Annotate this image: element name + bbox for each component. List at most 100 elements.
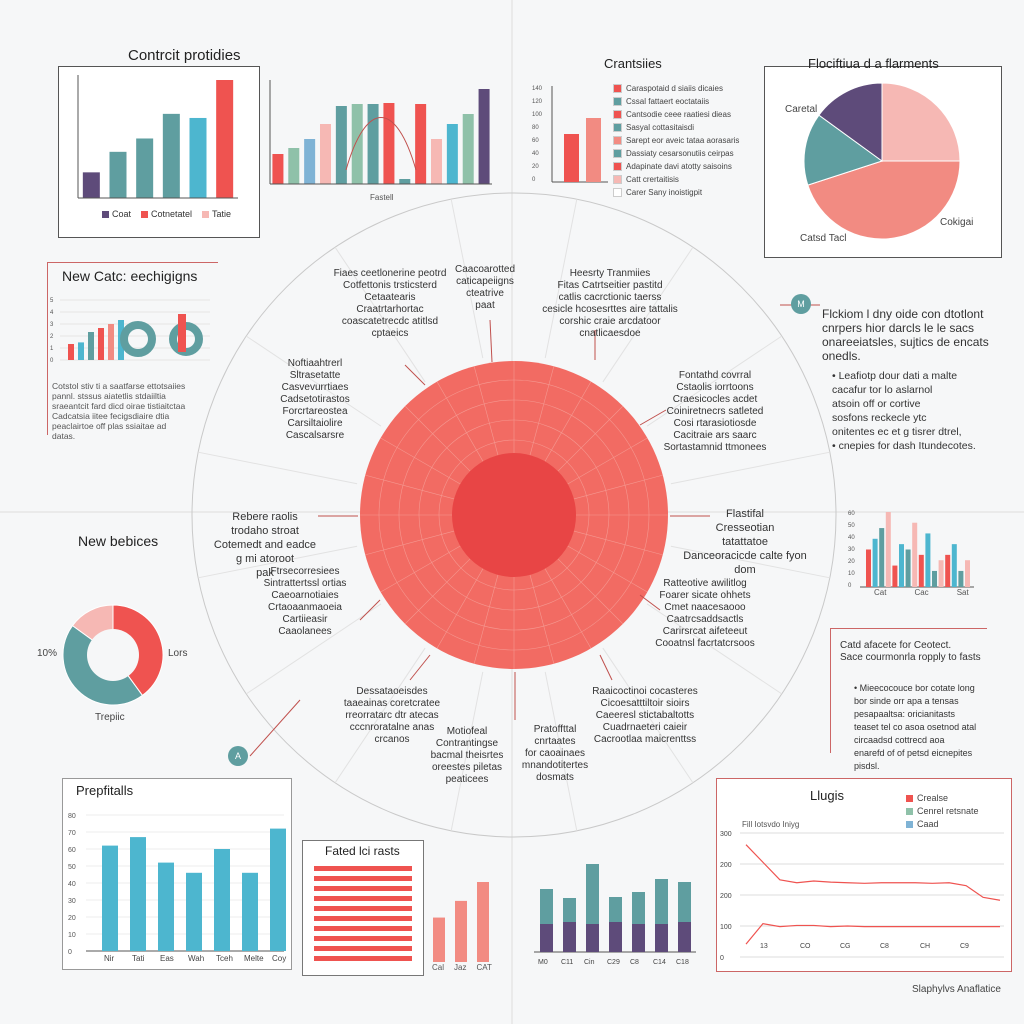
circle-label-line: Caeoarnotiaies [271, 590, 339, 601]
bar [178, 314, 186, 352]
mid-right-xlabels: Cat Cac Sat [874, 588, 969, 597]
circle-label-line: Cicoesatttiltoir sioirs [600, 698, 690, 709]
right-marker: M [791, 294, 811, 314]
spoke [544, 671, 578, 831]
legend-swatch [613, 175, 622, 184]
y-tick-label: 60 [848, 511, 855, 517]
bar [272, 154, 284, 184]
mid-left-panel-border [47, 262, 218, 435]
text-line: onareeiatsles, sujtics de encats [822, 335, 989, 349]
y-tick-label: 0 [848, 583, 852, 589]
text-line: Flastifal [726, 508, 764, 520]
bar [540, 924, 553, 952]
bar [879, 528, 885, 587]
circle-label-line: Cotfettonis trsticsterd [343, 280, 437, 291]
bar [304, 139, 316, 184]
circle-label-line: crcanos [374, 734, 410, 745]
bar [270, 828, 286, 951]
legend-label: Coat [112, 209, 132, 219]
x-tick-label: CH [920, 943, 930, 950]
legend-swatch [613, 136, 622, 145]
bar [885, 512, 891, 587]
spoke [544, 199, 578, 359]
y-tick-label: 4 [50, 310, 54, 316]
circle-segment-label: Caacoarotted caticapeiigns cteatrive paat [430, 264, 540, 312]
bottom-mid-bar-chart [433, 882, 489, 962]
donut-label-bottom: Trepiic [95, 712, 125, 723]
x-tick: Jaz [454, 963, 467, 972]
circle-label-line: Sintrattertssl ortias [263, 578, 347, 589]
bottom-right-title: Llugis [810, 788, 844, 803]
spoke [670, 451, 830, 485]
bottom-left-bar-chart: 80 70 60 50 40 30 20 10 0 Nir Tati Eas Wah Tceh Melte C… [68, 813, 286, 963]
circle-label-line: Cascalsarsre [285, 430, 345, 441]
bullet-line: • cnepies for dash Itundecotes. [832, 440, 976, 452]
y-tick-label: 50 [68, 864, 76, 871]
x-tick-label: C9 [960, 943, 969, 950]
circle-label-line: Cacrootlaa maicrenttss [593, 734, 697, 745]
spoke [334, 647, 426, 784]
grid-spoke [557, 558, 624, 625]
x-tick-label: 13 [760, 943, 768, 950]
x-tick-label: Melte [244, 954, 264, 963]
bar [186, 872, 202, 951]
legend-item: Cssal fattaert eoctataiis [613, 97, 739, 106]
right-marker-label: M [797, 299, 805, 309]
bar [446, 124, 458, 184]
stripe-bar [314, 926, 412, 931]
stripe-bar [314, 876, 412, 881]
marker-a: A [228, 746, 248, 766]
text-line: trodaho stroat [231, 525, 299, 537]
right-bullets: • Leafiotp dour dati a malte cacafur tor… [832, 370, 976, 454]
bar [938, 560, 944, 587]
x-tick-label: C11 [561, 959, 573, 966]
bottom-left-title: Prepfitalls [76, 783, 134, 798]
x-tick-label: C18 [676, 959, 689, 966]
circle-segment-label: Raaicoctinoi cocasteres Cicoesatttiltoir … [590, 686, 700, 746]
marker-a-label: A [234, 751, 241, 761]
stripe-bar [314, 936, 412, 941]
y-tick-label: 120 [532, 99, 543, 105]
center-left-text: Rebere raolis trodaho stroat Cotemedt and … [200, 510, 330, 580]
legend-label: Cenrel retsnate [917, 806, 979, 816]
circle-label-line: peaticees [445, 774, 489, 785]
y-tick-label: 140 [532, 86, 543, 92]
circle-label-line: Forcrtareostea [282, 406, 348, 417]
bar [478, 89, 490, 184]
circle-segment-label: Dessataoeisdes taaeainas coretcratee rreor… [332, 686, 452, 746]
legend-swatch [613, 84, 622, 93]
circle-label-line: corshic craie arcdatoor [559, 316, 661, 327]
circle-label-line: caticapeiigns [456, 276, 514, 287]
legend-label: Adapinate davi atotty saisoins [626, 162, 732, 171]
circle-label-line: Cmet naacesaooo [664, 602, 746, 613]
bar [82, 172, 100, 198]
spoke [198, 545, 358, 579]
y-tick-label: 0 [532, 177, 536, 183]
circle-label-line: paat [475, 300, 495, 311]
bar [415, 104, 427, 184]
text-line: Rebere raolis [232, 511, 298, 523]
x-tick-label: CG [840, 943, 851, 950]
y-tick-label: 200 [720, 893, 732, 900]
bar [109, 151, 127, 198]
circle-label-line: coascatetrecdc atitlsd cptaeics [341, 316, 439, 339]
circle-label-line: Noftiaahtrerl [287, 358, 343, 369]
bar [892, 565, 898, 587]
top-mid-xlabel: Fastell [370, 193, 394, 202]
grid-spoke [544, 568, 592, 649]
text-line: datas. [52, 431, 76, 441]
circle-label-line: catlis cacrctionic taerss [558, 292, 662, 303]
bar [216, 80, 234, 198]
mid-left-title: New Catc: eechigigns [62, 268, 198, 284]
y-tick-label: 80 [532, 125, 539, 131]
circle-label-line: Fontathd covrral [678, 370, 752, 381]
y-tick-label: 5 [50, 298, 54, 304]
y-tick-label: 10 [848, 571, 855, 577]
bar [214, 849, 230, 951]
bar [678, 882, 691, 922]
text-line: onedls. [822, 349, 861, 363]
spoke [334, 246, 426, 383]
top-right-label-3: Cokigai [940, 217, 974, 228]
legend-label: Tatie [212, 209, 232, 219]
